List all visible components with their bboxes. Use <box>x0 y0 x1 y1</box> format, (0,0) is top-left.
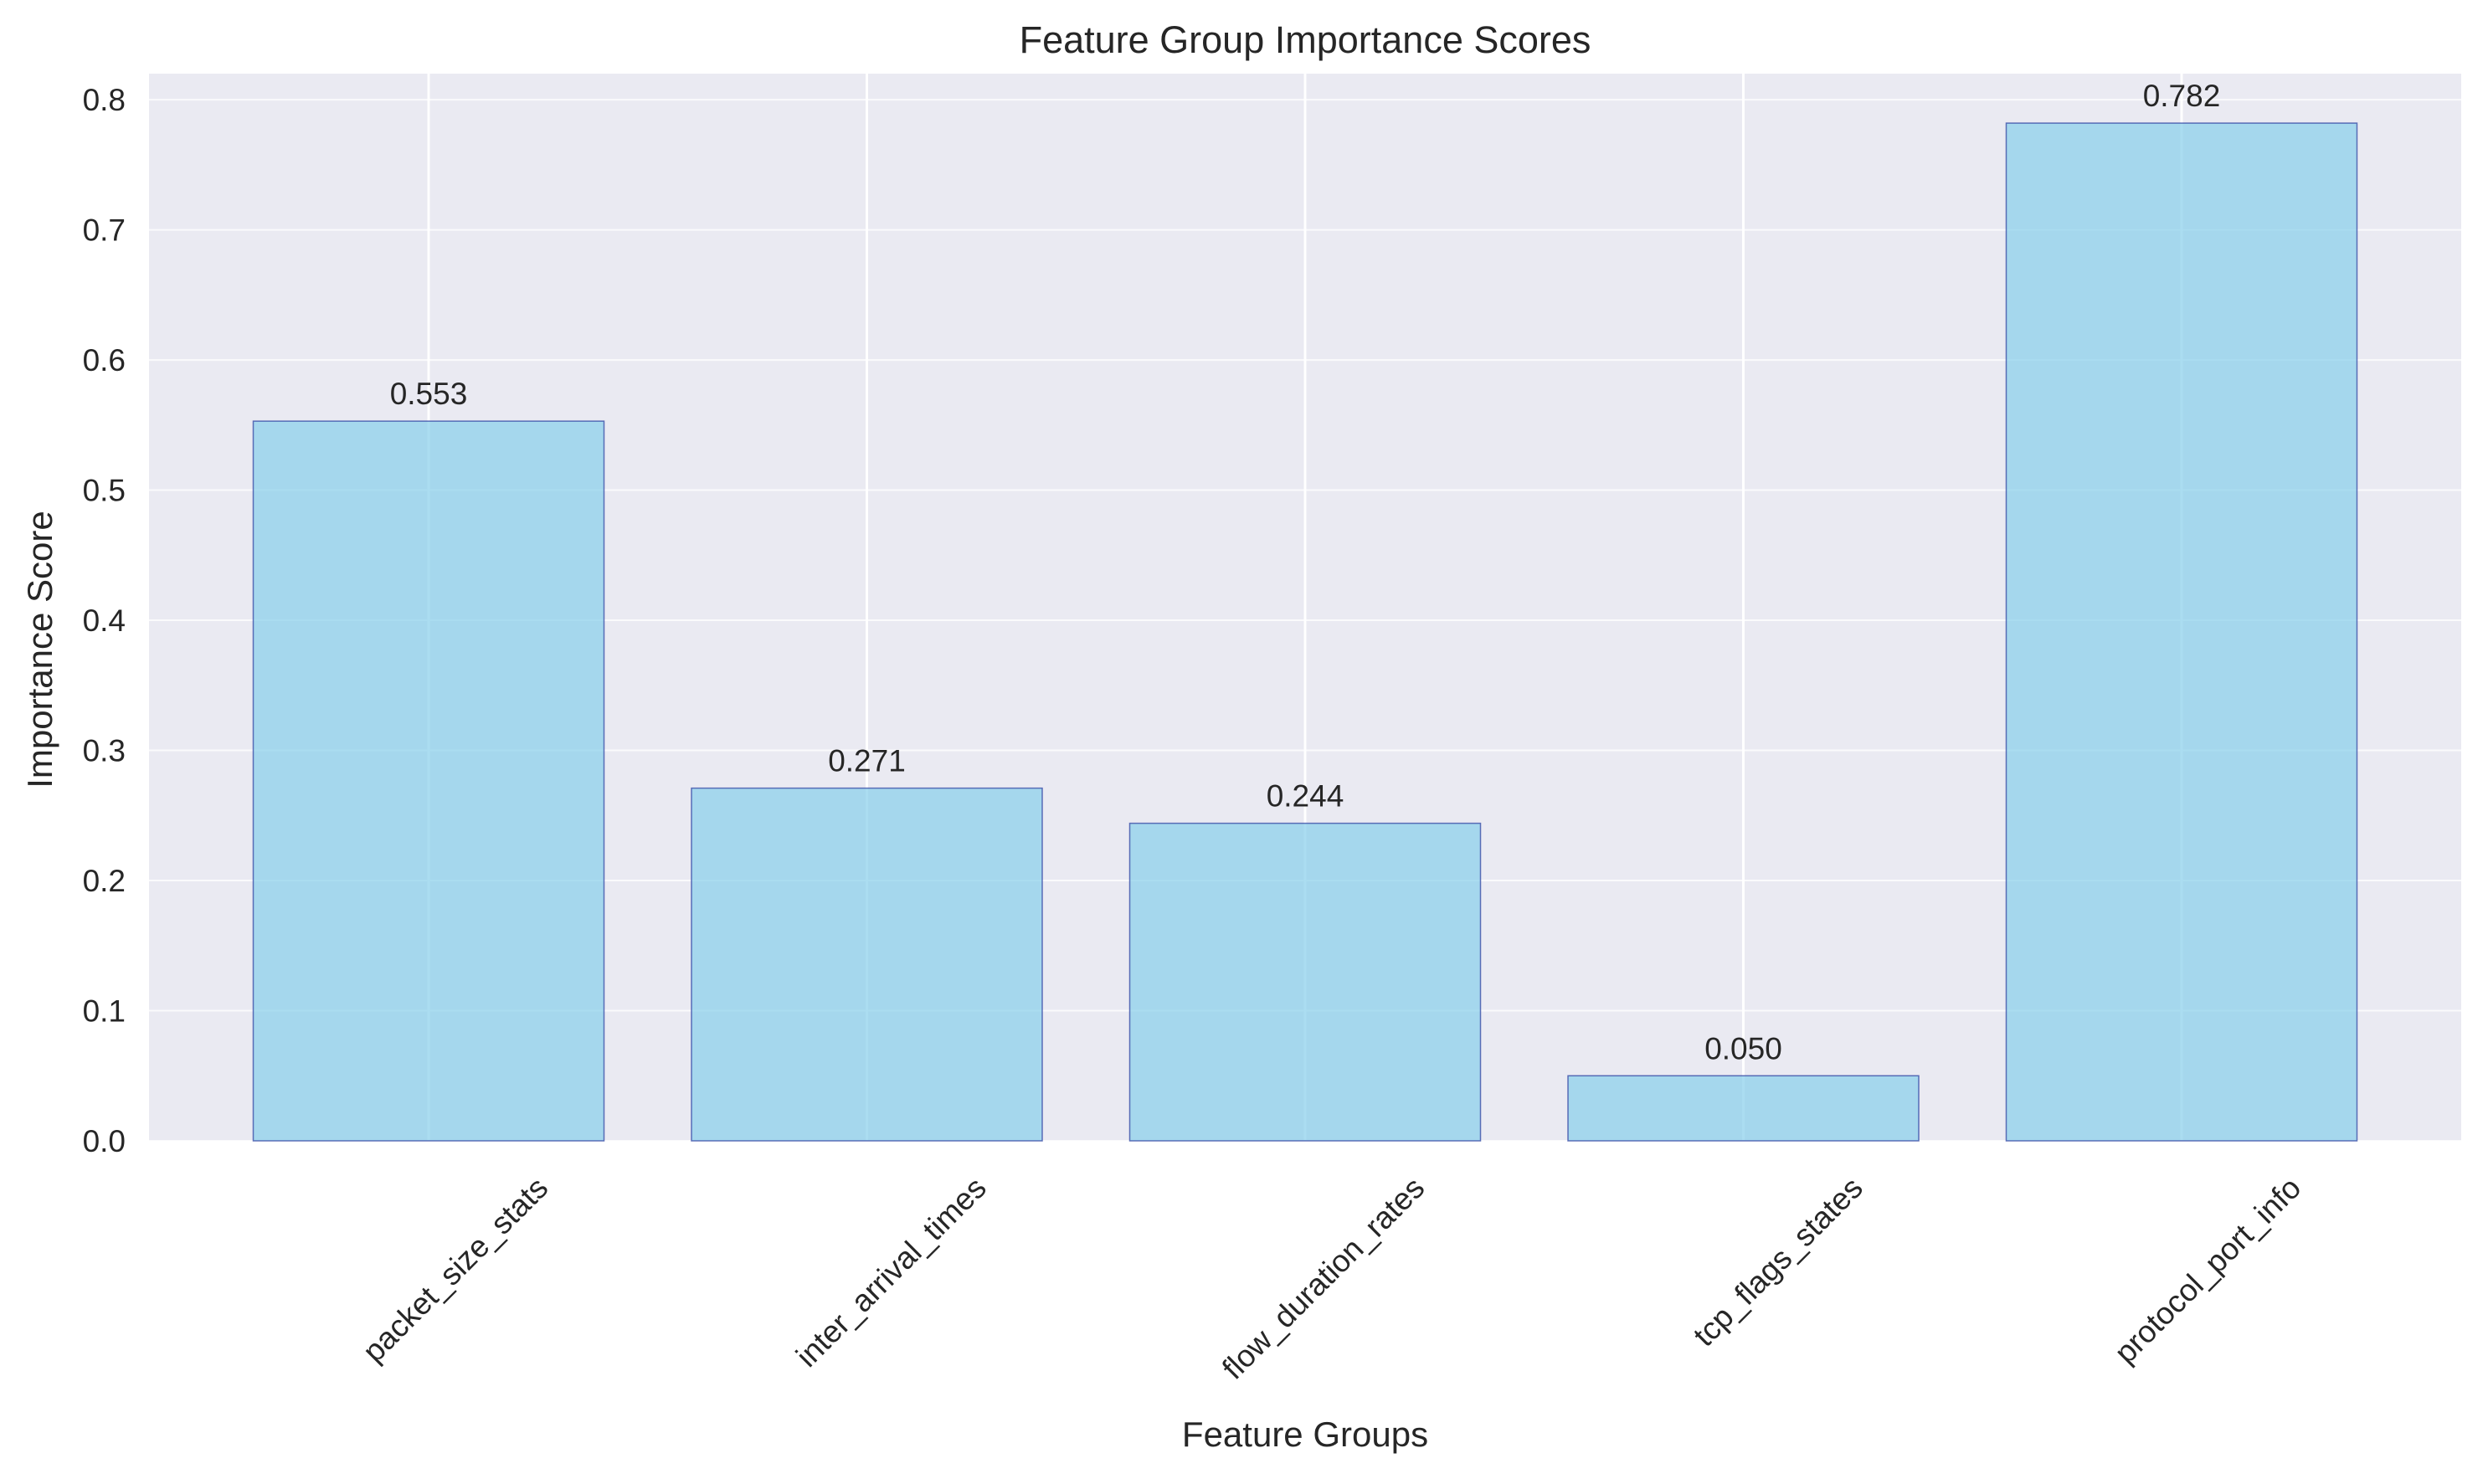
y-axis-ticks: 0.0 0.1 0.2 0.3 0.4 0.5 0.6 0.7 0.8 <box>83 83 126 1158</box>
bar-inter_arrival_times <box>691 787 1043 1142</box>
bar-flow_duration_rates <box>1128 822 1482 1142</box>
y-tick-label: 0.3 <box>83 734 126 768</box>
x-axis-label: Feature Groups <box>1182 1415 1428 1454</box>
x-tick-label: tcp_flags_states <box>1687 1170 1869 1353</box>
x-axis-ticks: packet_size_stats inter_arrival_times flow… <box>356 1170 2307 1385</box>
y-tick-label: 0.6 <box>83 343 126 377</box>
bar-protocol_port_info <box>2005 122 2358 1142</box>
y-tick-label: 0.7 <box>83 213 126 248</box>
chart-title: Feature Group Importance Scores <box>1020 18 1591 61</box>
bars <box>252 122 2358 1142</box>
bar-tcp_flags_states <box>1567 1075 1920 1142</box>
x-tick-label: packet_size_stats <box>356 1170 554 1368</box>
y-tick-label: 0.5 <box>83 474 126 508</box>
x-tick-label: inter_arrival_times <box>789 1170 993 1374</box>
x-tick-label: flow_duration_rates <box>1216 1170 1431 1385</box>
y-tick-label: 0.4 <box>83 603 126 638</box>
bar-packet_size_stats <box>252 420 605 1142</box>
y-tick-label: 0.8 <box>83 83 126 117</box>
y-tick-label: 0.2 <box>83 864 126 898</box>
y-tick-label: 0.0 <box>83 1124 126 1158</box>
data-label-tcp_flags_states: 0.050 <box>1704 1031 1782 1066</box>
y-tick-label: 0.1 <box>83 994 126 1029</box>
data-label-flow_duration_rates: 0.244 <box>1267 779 1344 814</box>
x-tick-label: protocol_port_info <box>2108 1170 2307 1369</box>
data-labels: 0.553 0.271 0.244 0.050 0.782 <box>390 79 2221 1066</box>
y-axis-label: Importance Score <box>20 511 59 788</box>
data-label-protocol_port_info: 0.782 <box>2143 79 2221 113</box>
data-label-inter_arrival_times: 0.271 <box>828 744 906 778</box>
data-label-packet_size_stats: 0.553 <box>390 377 468 411</box>
